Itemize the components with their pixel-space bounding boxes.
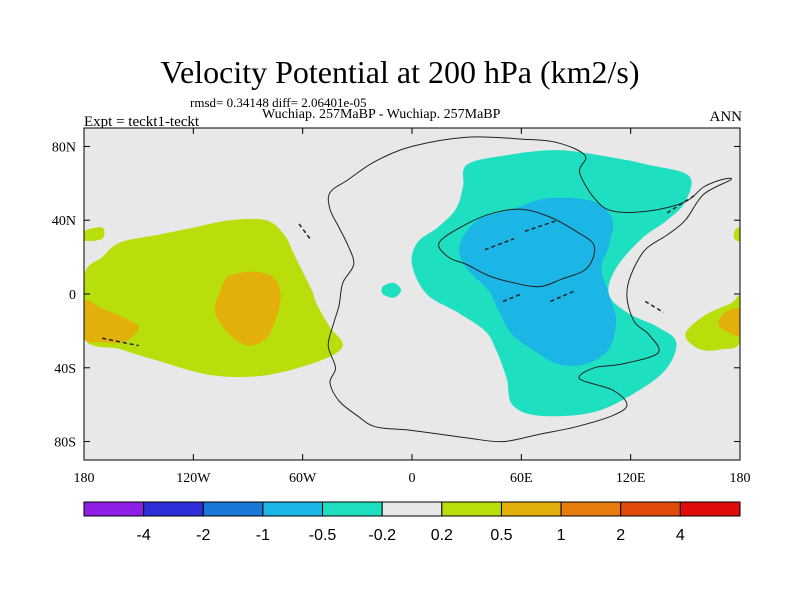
y-tick-label: 40N <box>52 214 76 229</box>
colorbar-swatch <box>322 501 383 517</box>
colorbar <box>83 501 741 517</box>
y-tick-label: 80N <box>52 140 76 155</box>
coastline-fragment <box>502 293 522 303</box>
axis-ticks <box>83 128 741 460</box>
region-positive-pacific-west <box>84 218 343 377</box>
x-tick-label: 180 <box>730 471 751 486</box>
chart-title: Velocity Potential at 200 hPa (km2/s) <box>160 54 640 90</box>
coastline-fragment <box>644 300 664 314</box>
region-positive-east-edge <box>685 295 740 351</box>
x-tick-label: 120E <box>616 471 646 486</box>
center-string: Wuchiap. 257MaBP - Wuchiap. 257MaBP <box>262 107 501 122</box>
left-string: Expt = teckt1-teckt <box>84 114 200 130</box>
y-tick-label: 80S <box>54 436 76 451</box>
x-tick-label: 180 <box>74 471 95 486</box>
colorbar-label: -0.2 <box>368 527 396 544</box>
colorbar-label: 4 <box>676 527 685 544</box>
colorbar-label: 1 <box>557 527 566 544</box>
colorbar-label: -4 <box>137 527 151 544</box>
region-positive-east-edge-small <box>733 227 740 242</box>
colorbar-label: -0.5 <box>309 527 337 544</box>
colorbar-swatch <box>441 501 502 517</box>
right-string: ANN <box>709 109 743 125</box>
region-positive-west-edge-small <box>84 227 105 242</box>
coastline-inner-sea <box>438 208 596 288</box>
colorbar-swatch <box>679 501 741 517</box>
region-strong-negative-core <box>458 197 617 366</box>
coastline-main <box>327 136 733 443</box>
colorbar-label: 0.2 <box>431 527 453 544</box>
colorbar-label: 2 <box>616 527 625 544</box>
colorbar-swatch <box>620 501 681 517</box>
coastline-fragment <box>102 337 139 347</box>
y-tick-label: 40S <box>54 362 76 377</box>
colorbar-swatch <box>560 501 622 517</box>
x-tick-label: 60W <box>289 471 317 486</box>
coastlines <box>102 136 733 443</box>
colorbar-swatch <box>262 501 324 517</box>
colorbar-swatch <box>381 501 443 517</box>
axis-tick-labels: 180 120W 60W 0 60E 120E 180 80N 40N 0 40S 80S <box>52 140 751 486</box>
x-tick-label: 0 <box>409 471 416 486</box>
colorbar-swatch <box>143 501 204 517</box>
colorbar-swatch <box>83 501 145 517</box>
coastline-fragment <box>298 223 311 240</box>
colorbar-label: 0.5 <box>490 527 512 544</box>
region-high-central-pacific <box>214 271 281 346</box>
chart-subtitle: rmsd= 0.34148 diff= 2.06401e-05 <box>190 95 367 110</box>
colorbar-label: -1 <box>256 527 270 544</box>
region-high-west-edge <box>84 300 139 344</box>
map-frame <box>83 127 741 461</box>
y-tick-label: 0 <box>69 288 76 303</box>
colorbar-labels: -4 -2 -1 -0.5 -0.2 0.2 0.5 1 2 4 <box>137 527 685 544</box>
coastline-fragment <box>550 289 577 303</box>
x-tick-label: 60E <box>510 471 533 486</box>
region-negative-atlantic-blob <box>381 282 402 298</box>
colorbar-label: -2 <box>196 527 210 544</box>
colorbar-swatch <box>202 501 264 517</box>
coastline-fragment <box>524 219 559 232</box>
colorbar-swatch <box>500 501 562 517</box>
region-high-east-edge <box>718 307 740 336</box>
coastline-fragment <box>666 193 697 214</box>
coastline-fragment <box>484 237 515 251</box>
x-tick-label: 120W <box>176 471 211 486</box>
